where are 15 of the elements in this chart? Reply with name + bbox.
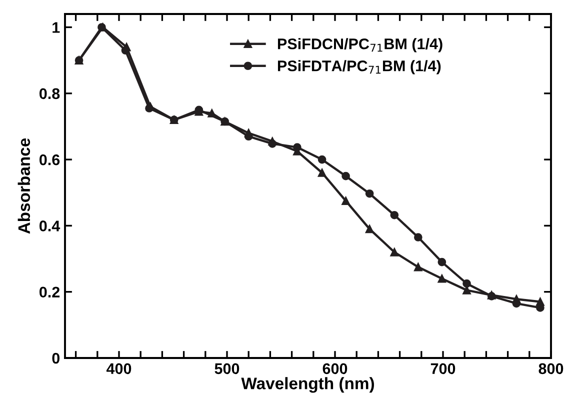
x-tick-label: 500 xyxy=(214,363,240,374)
x-tick-label: 400 xyxy=(106,363,132,374)
y-tick-label: 0.2 xyxy=(40,286,60,298)
y-tick-label: 0 xyxy=(52,352,60,364)
y-tick-label: 0.8 xyxy=(40,88,60,100)
x-tick-label: 700 xyxy=(430,363,456,374)
x-tick-label: 800 xyxy=(538,363,564,374)
y-axis-title: Absorbance xyxy=(18,138,30,234)
x-axis-title: Wavelength (nm) xyxy=(241,377,374,393)
y-tick-label: 1 xyxy=(52,22,60,33)
y-tick-label: 0.6 xyxy=(40,154,60,166)
y-tick-label: 0.4 xyxy=(40,220,60,232)
x-tick-label: 600 xyxy=(322,363,348,374)
legend-label: PSiFDTA/PC$_{71}$BM (1/4) xyxy=(278,60,441,74)
legend-label: PSiFDCN/PC$_{71}$BM (1/4) xyxy=(278,38,442,52)
